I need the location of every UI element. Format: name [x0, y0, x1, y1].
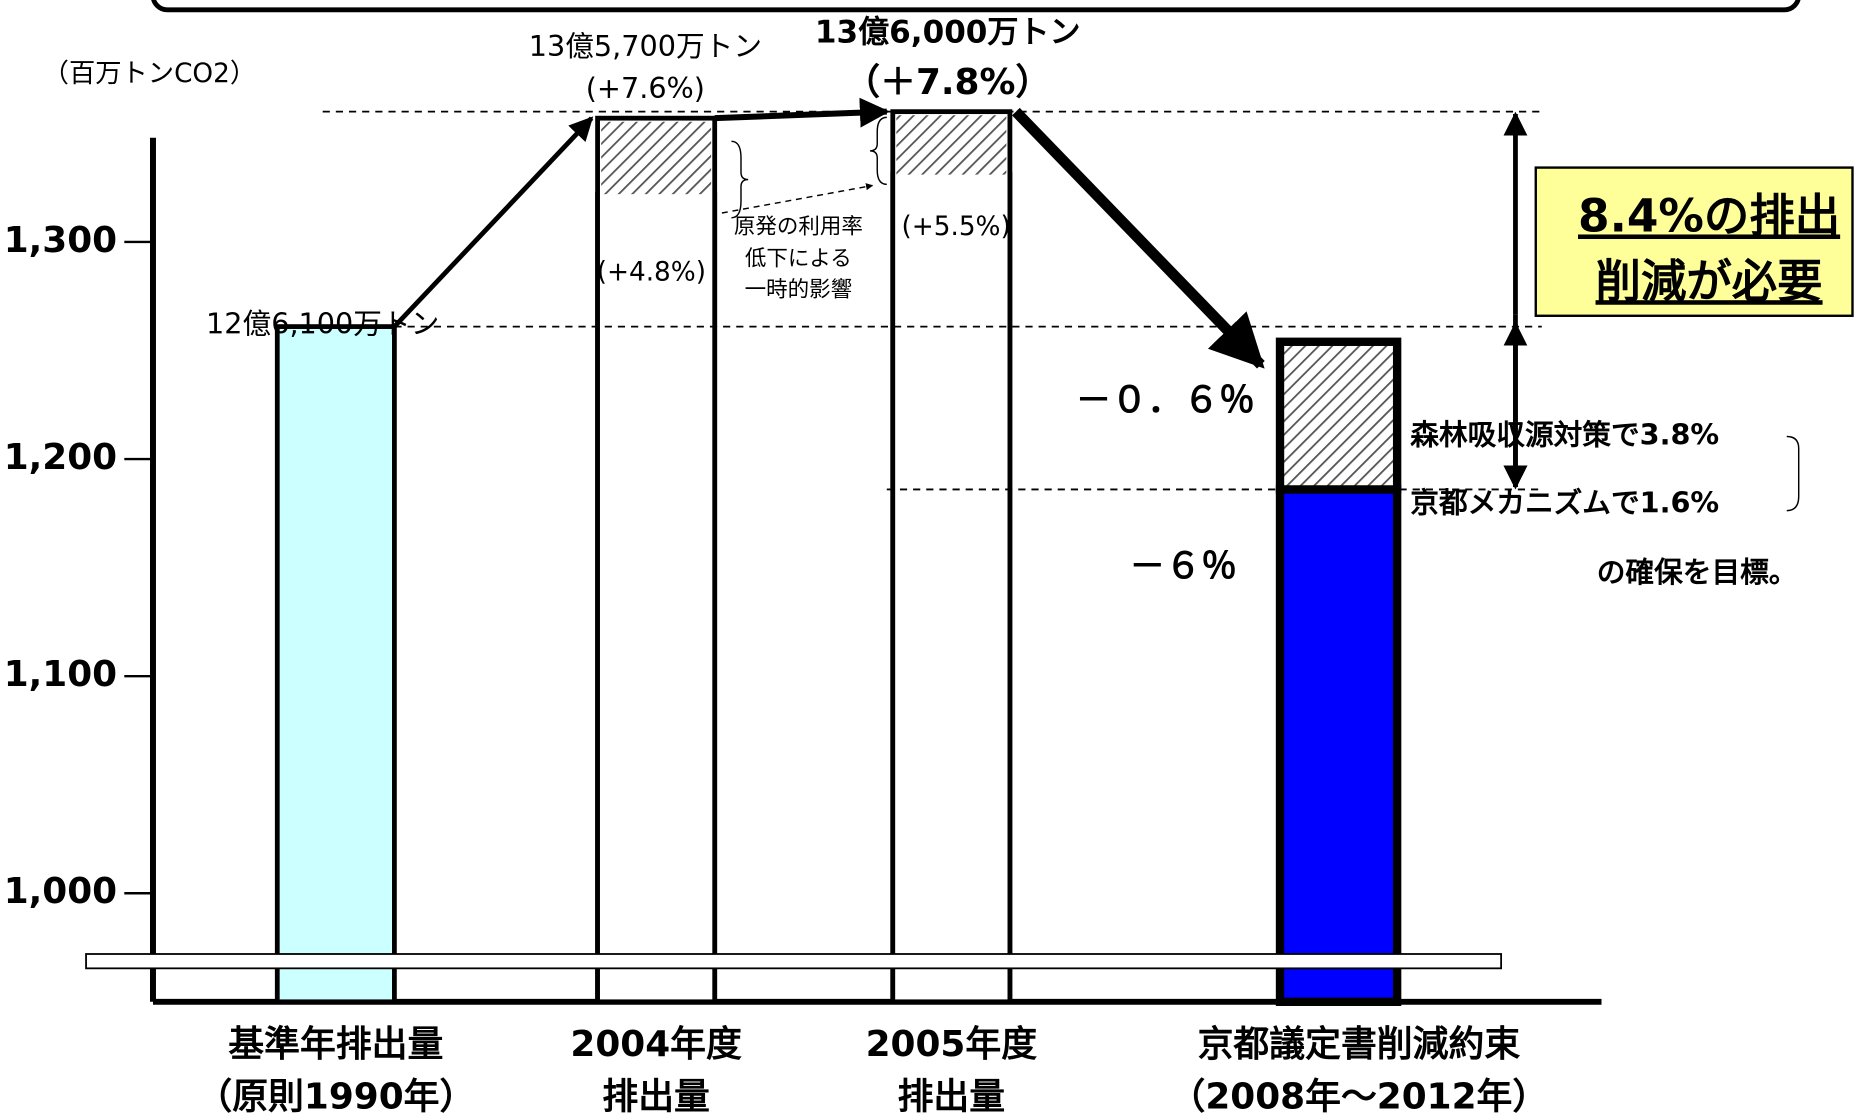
dashed-arrow	[721, 183, 874, 214]
annotation: の確保を目標。	[1597, 555, 1798, 589]
annotation: (+7.6%)	[586, 71, 705, 105]
x-tick-label: 2005年度	[866, 1024, 1038, 1065]
annotation: （＋7.8%）	[844, 62, 1051, 103]
x-tick-label: 基準年排出量	[228, 1024, 443, 1065]
annotation: 削減が必要	[1596, 255, 1823, 308]
annotation: (+5.5%)	[901, 212, 1010, 242]
bar-segment	[1275, 337, 1402, 494]
callout-box	[1534, 166, 1854, 317]
brace	[1786, 435, 1800, 512]
x-tick-label: 2004年度	[570, 1024, 742, 1065]
bar	[274, 324, 397, 1005]
annotation: 12億6,100万トン	[206, 306, 439, 340]
y-tick-label: 1,100	[4, 654, 117, 695]
arrow	[392, 116, 594, 329]
bar-outline	[595, 115, 718, 1005]
bar	[1275, 485, 1402, 1006]
arrow	[714, 97, 890, 128]
bar-segment	[896, 115, 1007, 175]
annotation: －６％	[1129, 546, 1237, 587]
annotation: －０．６％	[1076, 380, 1255, 421]
axis-break	[85, 953, 1503, 970]
x-tick-label: （2008年～2012年）	[1170, 1077, 1549, 1118]
annotation: 8.4%の排出	[1578, 189, 1840, 242]
annotation: 低下による	[745, 247, 852, 272]
annotation: 13億6,000万トン	[815, 15, 1081, 51]
bar-segment	[601, 121, 712, 195]
annotation: 森林吸収源対策で3.8%	[1410, 417, 1719, 451]
annotation: 13億5,700万トン	[529, 29, 762, 63]
y-axis-label: （百万トンCO2）	[43, 59, 256, 89]
y-tick-label: 1,200	[4, 437, 117, 478]
brace	[731, 140, 749, 219]
bar-outline	[890, 109, 1013, 1005]
annotation: (+4.8%)	[597, 257, 706, 287]
y-tick-label: 1,300	[4, 220, 117, 261]
brace	[870, 116, 887, 186]
x-tick-label: 京都議定書削減約束	[1198, 1023, 1521, 1065]
arrow	[1012, 107, 1265, 369]
y-tick-label: 1,000	[4, 871, 117, 912]
annotation: 原発の利用率	[734, 214, 863, 239]
top-frame	[151, 0, 1801, 13]
x-tick-label: （原則1990年）	[196, 1077, 475, 1118]
x-tick-label: 排出量	[602, 1077, 710, 1118]
annotation: 京都メカニズムで1.6%	[1410, 486, 1719, 520]
x-tick-label: 排出量	[898, 1077, 1006, 1118]
annotation: 一時的影響	[745, 278, 853, 303]
